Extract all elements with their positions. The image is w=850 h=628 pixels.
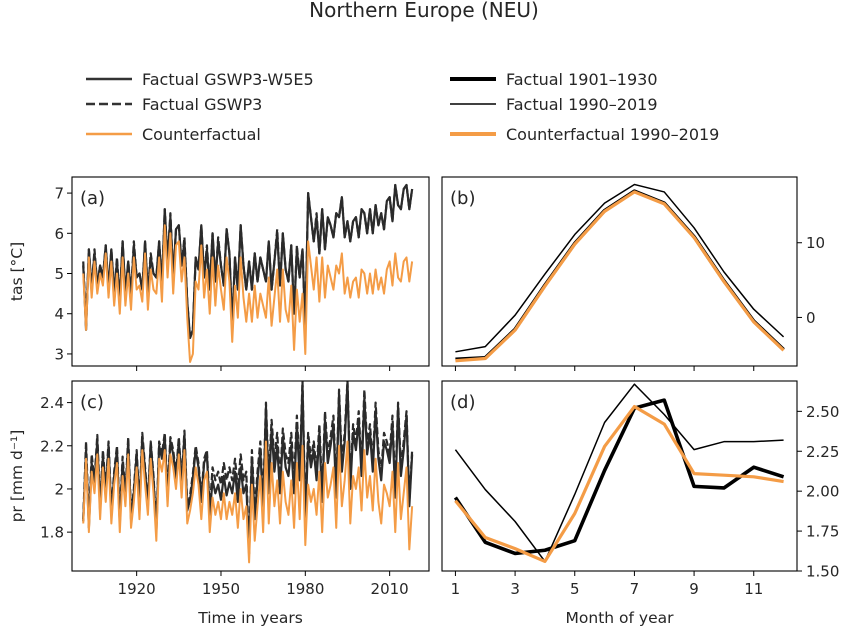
panel-c-ytick-label: 1.8 [40,524,64,542]
panel-d-ytick-label: 2.50 [806,403,839,421]
panel-d-xtick-label: 9 [689,580,699,598]
panel-d-label: (d) [450,392,475,413]
panel-d-xtick-label: 11 [744,580,763,598]
panel-d-ytick-label: 1.50 [806,563,839,581]
panel-d-frame [441,380,798,572]
panel-a-ytick-label: 6 [54,225,64,243]
panel-d-series-counterfactual-1990-2019 [454,404,784,564]
panel-a-series-factual-gswp3 [82,183,414,339]
panel-d-ytick-label: 1.75 [806,523,839,541]
panel-c-series-counterfactual [82,440,414,564]
panel-c-xtick-label: 2010 [371,580,409,598]
legend-label-3: Counterfactual [142,125,261,144]
panel-a-ytick-label: 3 [54,345,64,363]
panel-d-series-factual-1901-1930 [453,398,785,556]
panel-c-xtick-label: 1920 [118,580,156,598]
panel-c-frame [71,380,430,572]
panel-b-ytick-label: 10 [806,234,825,252]
panel-d-pr-seasonal: 1.50 1.75 2.00 2.25 2.50 1 3 5 7 9 11 (d) Month of y… [441,380,839,627]
panel-c-series-factual-gswp3 [82,381,414,551]
panel-b-frame [441,176,798,367]
legend-label-1: Factual GSWP3-W5E5 [142,70,314,89]
panel-a-ytick-label: 7 [54,185,64,203]
panel-b-tas-seasonal: 0 10 (b) [441,176,825,371]
panel-c-ytick-label: 2.4 [40,394,64,412]
panel-d-ytick-label: 2.25 [806,443,839,461]
panel-a-ytick-label: 4 [54,305,64,323]
panel-c-xtick-label: 1950 [202,580,240,598]
panel-b-ytick-label: 0 [806,309,816,327]
panel-a-series-counterfactual [82,224,414,363]
panel-c-pr-timeseries: 1.8 2 2.2 2.4 1920 1950 1980 2010 (c) pr [mm d⁻¹]… [8,380,430,627]
panel-b-series-counterfactual-1990-2019 [455,190,785,363]
panel-d-xtick-label: 3 [510,580,520,598]
panel-d-ytick-label: 2.00 [806,483,839,501]
panel-c-xtick-label: 1980 [286,580,324,598]
figure-title: Northern Europe (NEU) [309,0,539,22]
panel-c-xlabel: Time in years [197,609,303,627]
panel-b-series-factual-1901-1930 [455,189,785,362]
panel-c-ylabel: pr [mm d⁻¹] [8,430,26,523]
panel-d-xtick-label: 1 [451,580,461,598]
panel-a-ytick-label: 5 [54,265,64,283]
panel-a-tas-timeseries: 3 4 5 6 7 (a) tas [°C] [8,176,430,371]
panel-a-ylabel: tas [°C] [8,242,26,301]
panel-d-series-factual-1990-2019 [454,383,784,563]
panel-d-xlabel: Month of year [566,609,675,627]
panel-b-series-factual-1990-2019 [455,183,785,353]
panel-d-xtick-label: 7 [630,580,640,598]
panel-c-ytick-label: 2 [54,480,64,498]
panel-c-ytick-label: 2.2 [40,437,64,455]
panel-a-label: (a) [80,188,105,209]
legend-label-4: Factual 1901–1930 [506,70,658,89]
legend-label-5: Factual 1990–2019 [506,95,658,114]
panel-c-label: (c) [80,392,104,413]
legend-label-2: Factual GSWP3 [142,95,262,114]
panel-a-frame [71,176,430,367]
legend-label-6: Counterfactual 1990–2019 [506,125,719,144]
legend: Factual GSWP3-W5E5 Factual GSWP3 Counterfa… [86,70,719,144]
panel-b-label: (b) [450,188,475,209]
panel-d-xtick-label: 5 [570,580,580,598]
